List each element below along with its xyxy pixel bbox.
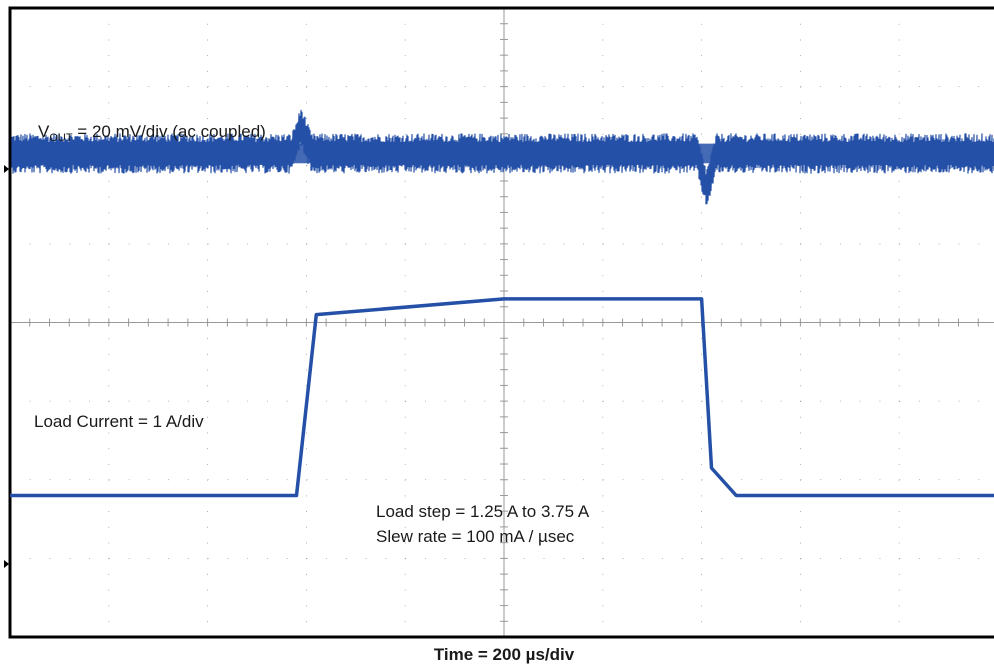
ch1-marker-icon — [4, 165, 9, 173]
traces — [10, 109, 994, 498]
annotation-slew-rate: Slew rate = 100 mA / µsec — [376, 527, 575, 546]
vout-trace-band — [12, 143, 994, 164]
annotation-load-step: Load step = 1.25 A to 3.75 A — [376, 502, 590, 521]
plot-frame — [8, 6, 994, 639]
load-current-label: Load Current = 1 A/div — [34, 412, 204, 431]
vout-label: VOUT = 20 mV/div (ac coupled) — [38, 122, 266, 144]
channel-markers — [4, 165, 9, 568]
ch2-marker-icon — [4, 560, 9, 568]
x-axis-label: Time = 200 µs/div — [434, 645, 575, 664]
load-current-trace — [10, 297, 994, 498]
